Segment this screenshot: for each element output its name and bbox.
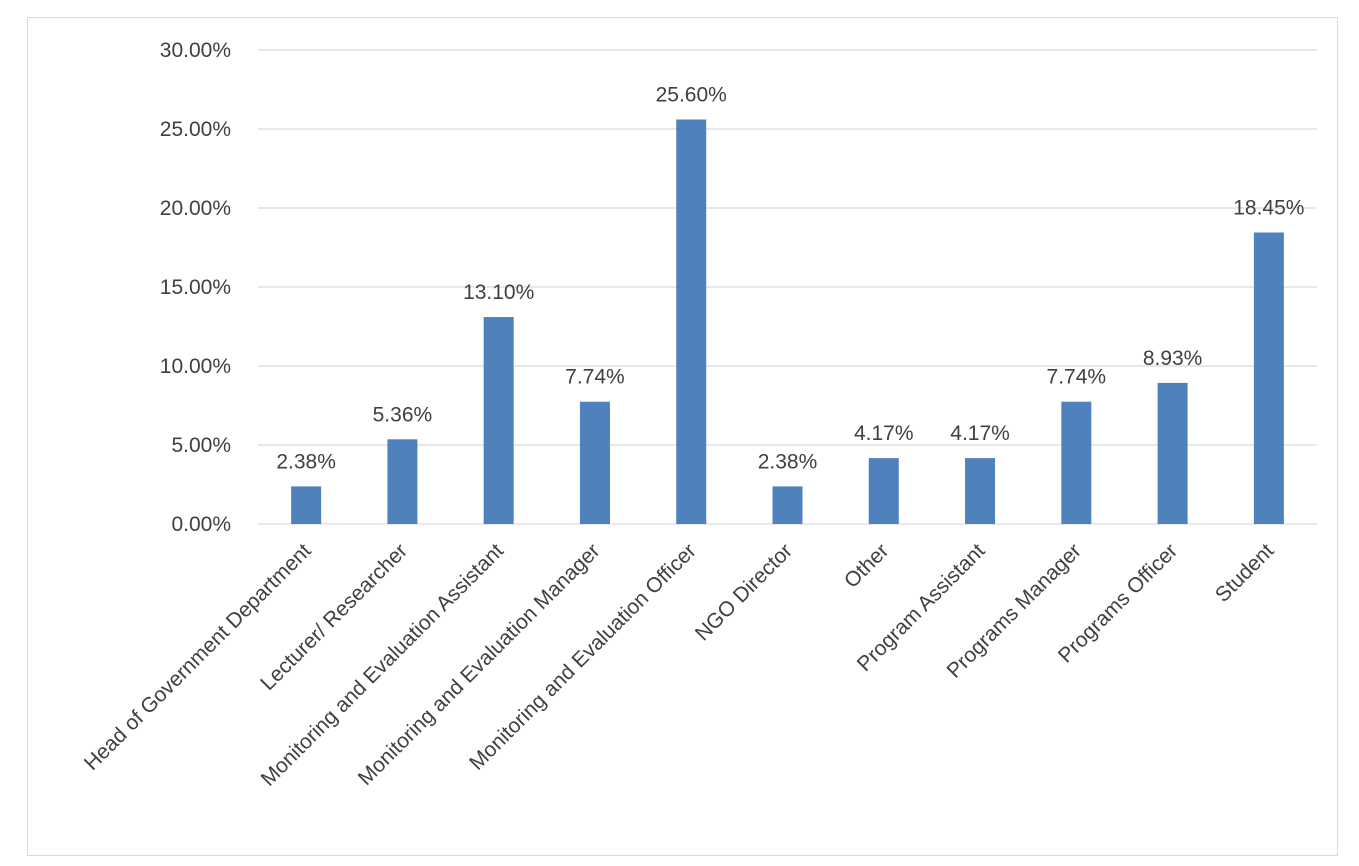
bar bbox=[483, 317, 514, 524]
bar bbox=[772, 486, 803, 524]
data-label: 4.17% bbox=[854, 422, 914, 445]
y-tick-label: 0.00% bbox=[171, 513, 231, 536]
gridlines bbox=[258, 49, 1317, 525]
y-tick-label: 20.00% bbox=[160, 197, 231, 220]
y-tick-label: 15.00% bbox=[160, 276, 231, 299]
data-label: 2.38% bbox=[276, 450, 336, 473]
category-label: Student bbox=[1211, 539, 1279, 607]
category-label: Other bbox=[840, 539, 893, 592]
bar bbox=[579, 401, 610, 524]
category-label: NGO Director bbox=[691, 539, 797, 645]
data-label: 5.36% bbox=[373, 403, 433, 426]
data-label: 8.93% bbox=[1143, 347, 1203, 370]
bar bbox=[387, 439, 418, 524]
data-label: 4.17% bbox=[950, 422, 1010, 445]
y-tick-label: 10.00% bbox=[160, 355, 231, 378]
data-label: 25.60% bbox=[656, 84, 727, 107]
data-label: 13.10% bbox=[463, 281, 534, 304]
data-label: 7.74% bbox=[565, 366, 625, 389]
bar bbox=[965, 458, 996, 524]
y-tick-label: 25.00% bbox=[160, 118, 231, 141]
data-label: 18.45% bbox=[1233, 196, 1304, 219]
bar bbox=[291, 486, 322, 524]
data-label: 2.38% bbox=[758, 450, 818, 473]
bar bbox=[868, 458, 899, 524]
bars bbox=[291, 119, 1284, 525]
y-tick-label: 5.00% bbox=[171, 434, 231, 457]
bar bbox=[1253, 232, 1284, 525]
bar bbox=[1061, 401, 1092, 524]
bar bbox=[1157, 382, 1188, 524]
bar bbox=[676, 119, 707, 525]
data-label: 7.74% bbox=[1047, 366, 1107, 389]
y-tick-label: 30.00% bbox=[160, 39, 231, 62]
data-labels: 2.38% 5.36% 13.10% 7.74% 25.60% 2.38% 4.17% 4.1… bbox=[276, 84, 1304, 474]
y-axis-tick-labels: 0.00% 5.00% 10.00% 15.00% 20.00% 25.00% 30.00% bbox=[160, 39, 231, 536]
